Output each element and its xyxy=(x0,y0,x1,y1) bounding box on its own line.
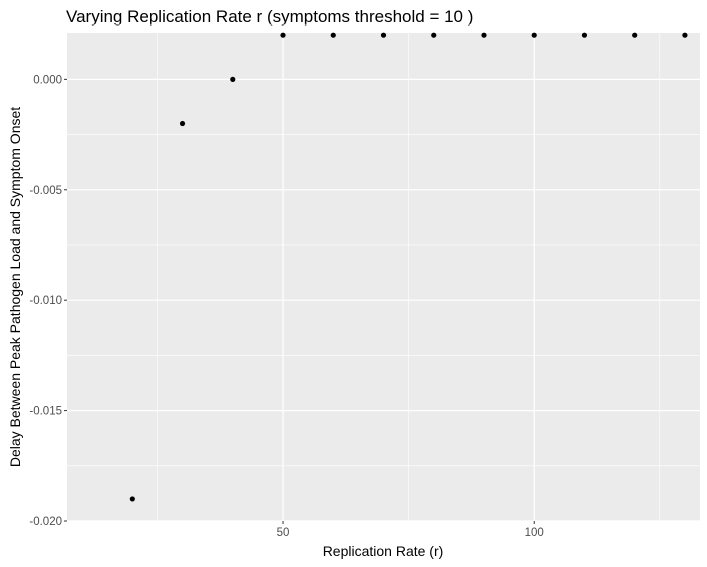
data-point xyxy=(280,32,286,38)
y-tick-label: 0.000 xyxy=(33,74,62,86)
minor-gridlines xyxy=(67,23,700,521)
data-point xyxy=(481,32,487,38)
y-axis-ticks: -0.020 -0.015 -0.010 -0.005 0.000 xyxy=(29,74,67,528)
major-gridlines xyxy=(67,33,700,522)
y-tick-label: -0.020 xyxy=(29,516,62,528)
data-point xyxy=(380,32,387,38)
data-point xyxy=(431,32,437,38)
y-tick-label: -0.005 xyxy=(29,185,62,197)
x-axis-title: Replication Rate (r) xyxy=(323,543,444,559)
data-point xyxy=(581,32,588,38)
data-point xyxy=(682,32,688,38)
data-point xyxy=(129,496,135,502)
data-points xyxy=(129,32,688,502)
data-point xyxy=(632,32,638,38)
plot-panel xyxy=(67,33,700,521)
x-tick-label: 100 xyxy=(525,527,544,539)
chart-title: Varying Replication Rate r (symptoms thr… xyxy=(66,7,473,26)
data-point xyxy=(230,76,236,82)
x-axis-ticks: 50 100 xyxy=(277,521,544,539)
data-point xyxy=(531,32,537,38)
y-axis-title: Delay Between Peak Pathogen Load and Sym… xyxy=(7,107,23,467)
y-tick-label: -0.015 xyxy=(29,406,62,418)
y-tick-label: -0.010 xyxy=(29,295,62,307)
x-tick-label: 50 xyxy=(277,527,290,539)
data-point xyxy=(179,120,186,127)
data-point xyxy=(330,32,336,38)
